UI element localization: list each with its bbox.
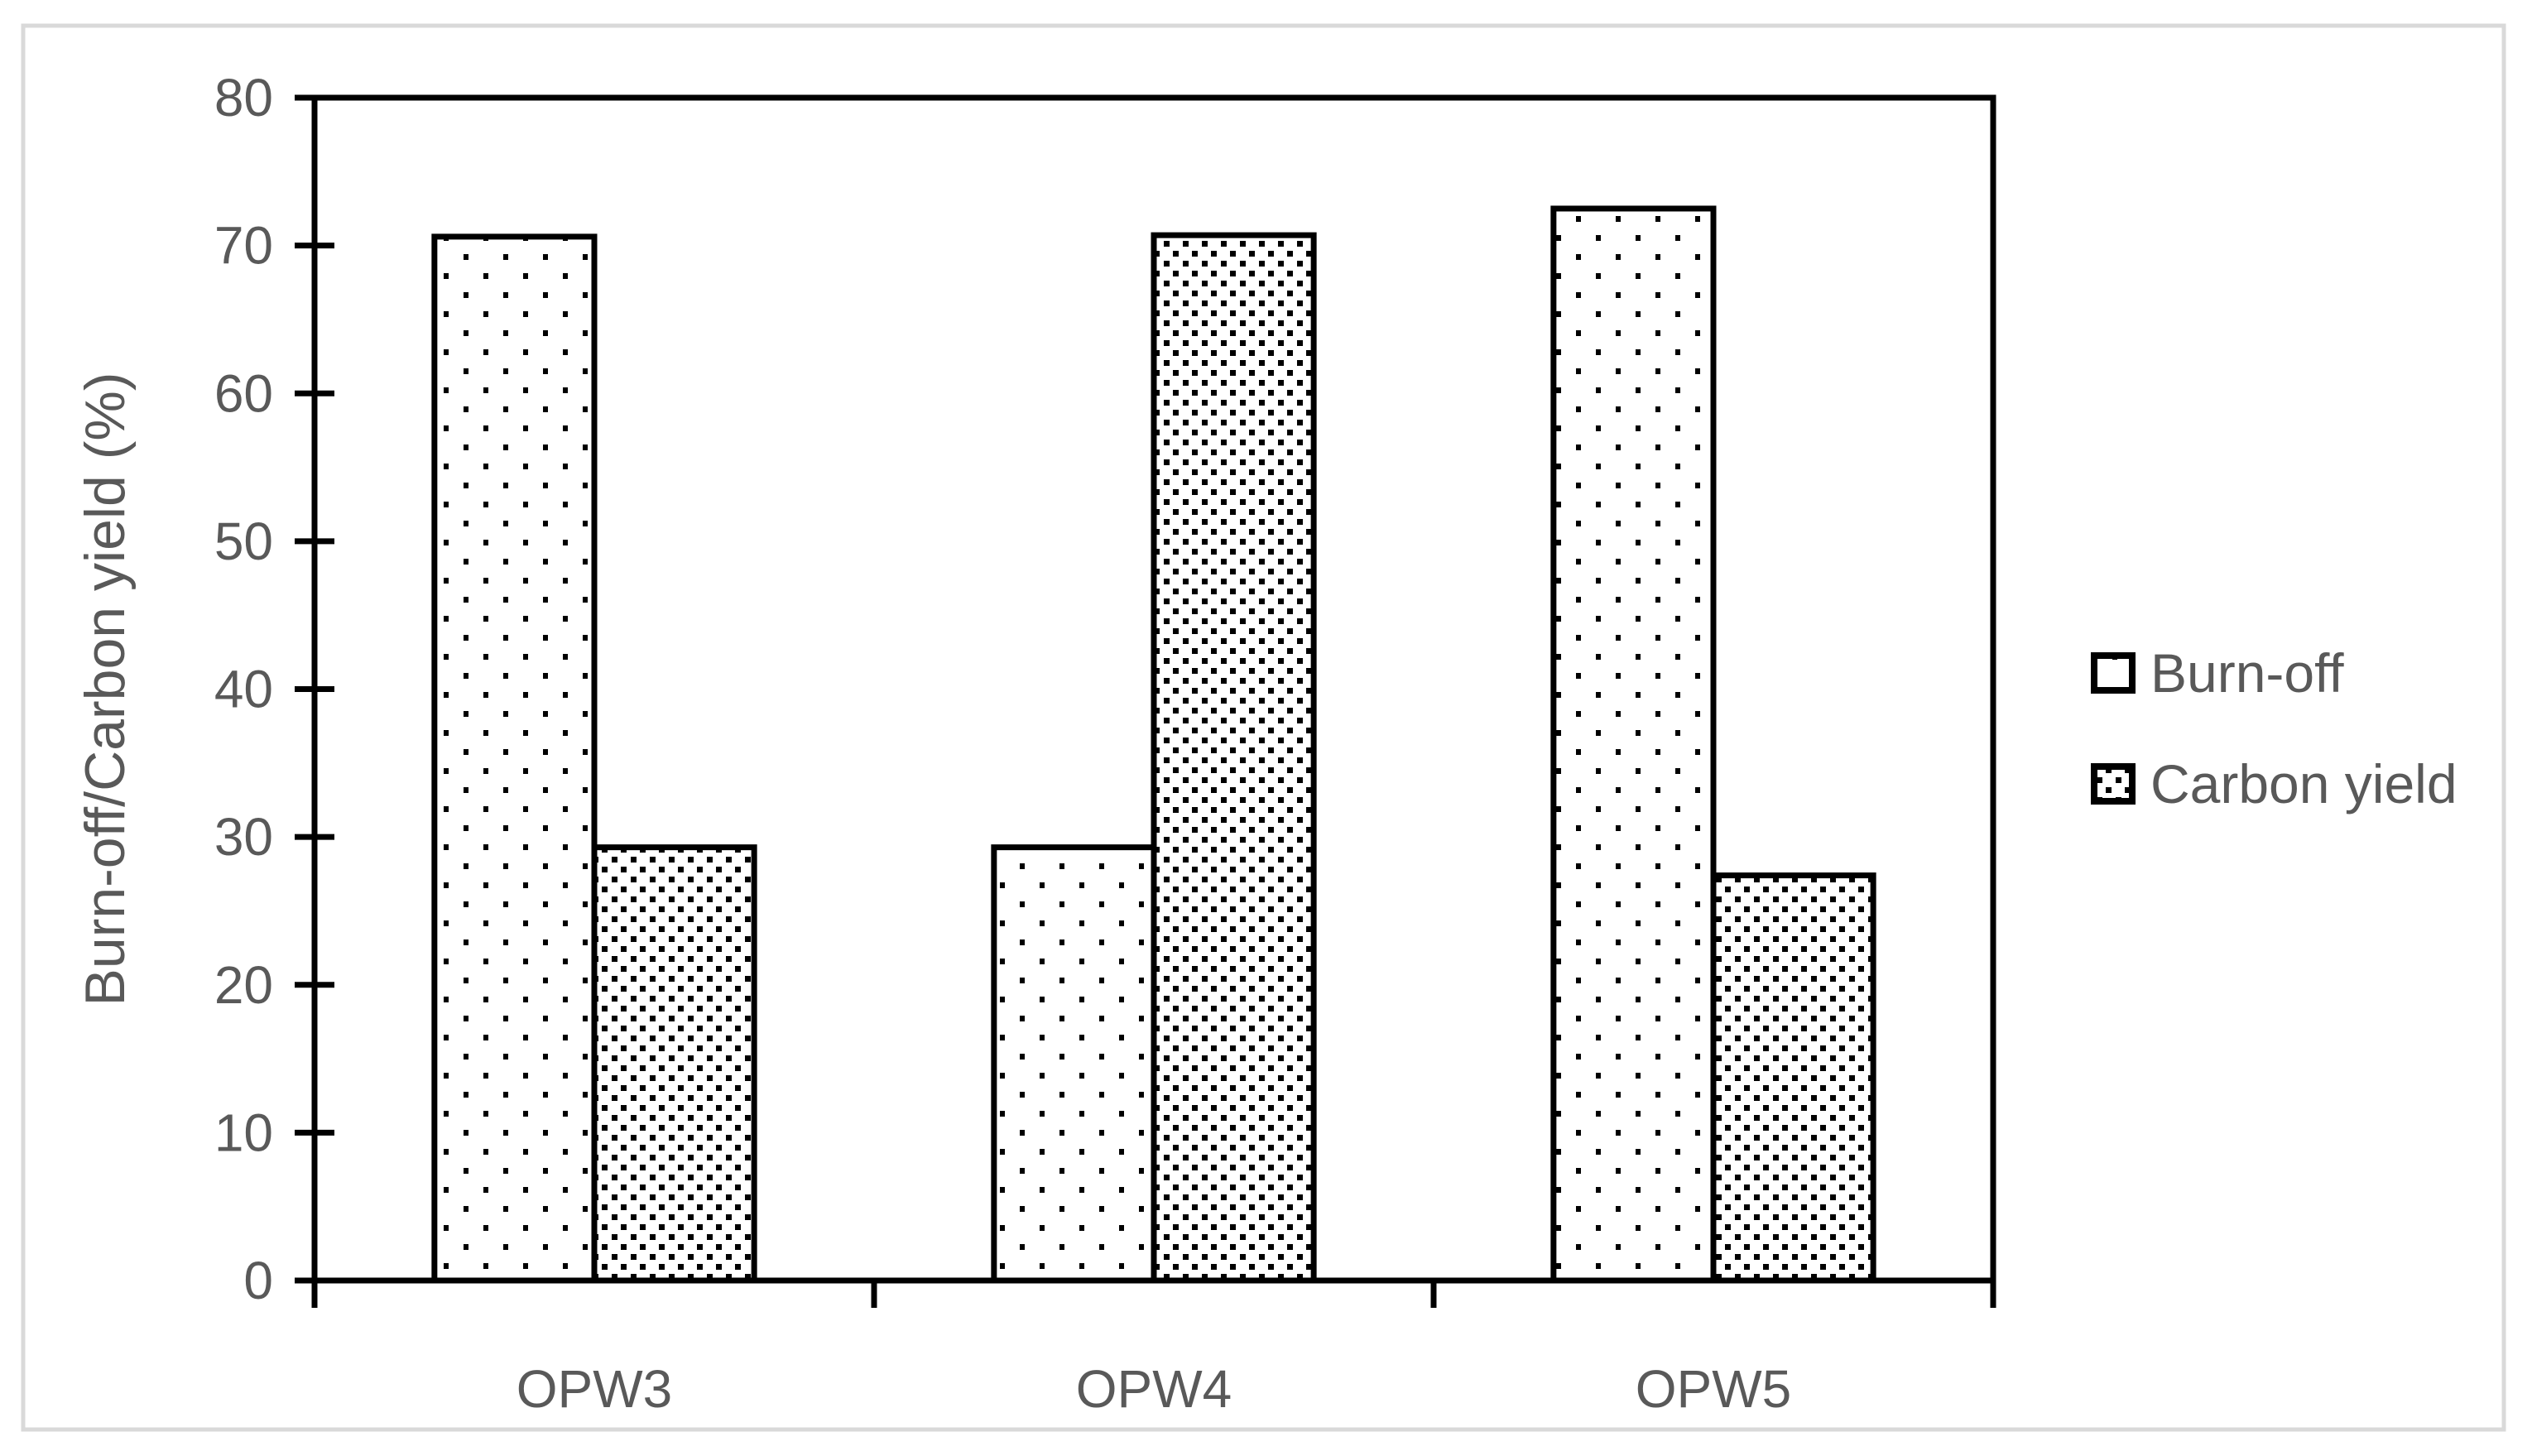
x-category-label-opw3: OPW3 [516,1359,672,1419]
legend-entry-carbon-yield: Carbon yield [2091,753,2458,814]
x-category-label-opw4: OPW4 [1076,1359,1232,1419]
legend-label-burn-off: Burn-off [2150,642,2344,704]
y-axis-tick-labels: 0 10 20 30 40 50 60 70 80 [214,68,273,1310]
bars [431,205,1876,1284]
y-tick-label-0: 0 [243,1251,273,1310]
y-axis-title: Burn-off/Carbon yield (%) [74,372,137,1007]
y-tick-label-50: 50 [214,512,273,571]
legend-label-carbon-yield: Carbon yield [2150,753,2458,814]
y-tick-label-60: 60 [214,363,273,423]
legend-swatch-burn-off [2091,652,2136,694]
bar-carbon-yield-opw4 [1151,232,1317,1284]
figure-border [21,23,2506,1432]
y-tick-label-40: 40 [214,660,273,719]
bar-burn-off-opw3 [431,233,598,1284]
legend: Burn-off Carbon yield [2091,642,2458,814]
bar-burn-off-opw4 [991,844,1157,1284]
bar-carbon-yield-opw3 [591,844,757,1284]
bar-carbon-yield-opw5 [1710,872,1876,1284]
legend-entry-burn-off: Burn-off [2091,642,2344,704]
x-axis-ticks [311,1281,1996,1308]
bar-burn-off-opw5 [1550,205,1717,1284]
y-tick-label-30: 30 [214,807,273,867]
x-category-label-opw5: OPW5 [1636,1359,1791,1419]
y-tick-label-20: 20 [214,955,273,1015]
y-tick-label-80: 80 [214,68,273,127]
y-tick-label-70: 70 [214,216,273,276]
y-tick-label-10: 10 [214,1103,273,1162]
legend-swatch-carbon-yield [2091,763,2136,805]
x-axis-category-labels: OPW3 OPW4 OPW5 [516,1359,1791,1419]
